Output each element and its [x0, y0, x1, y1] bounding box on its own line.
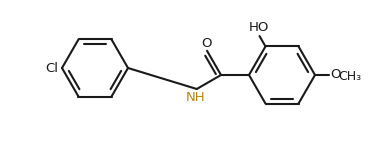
Text: CH₃: CH₃ — [338, 69, 361, 82]
Text: O: O — [201, 37, 211, 50]
Text: NH: NH — [186, 91, 205, 104]
Text: O: O — [330, 69, 340, 81]
Text: HO: HO — [248, 21, 269, 34]
Text: Cl: Cl — [45, 61, 58, 75]
